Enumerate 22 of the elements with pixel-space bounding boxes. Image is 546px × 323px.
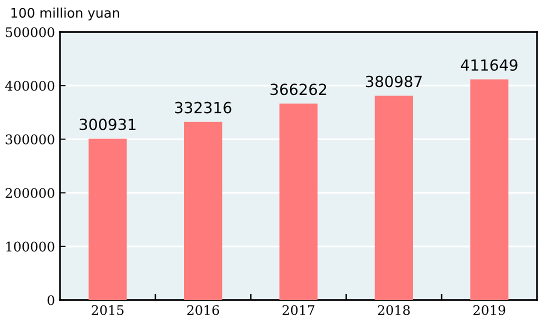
x-tick-label: 2019 (473, 305, 506, 316)
y-tick-label: 0 (48, 295, 54, 306)
bar (184, 122, 222, 300)
y-tick-label: 300000 (6, 134, 54, 144)
data-label: 300931 (80, 118, 136, 130)
bar (88, 138, 127, 300)
data-label: 332316 (175, 102, 232, 114)
y-tick-label: 400000 (5, 80, 54, 91)
data-label: 380987 (366, 76, 422, 88)
y-axis-title: 100 million yuan (11, 8, 120, 20)
data-label: 366262 (270, 84, 326, 96)
y-tick-label: 500000 (6, 27, 54, 38)
data-label: 411649 (460, 59, 518, 71)
x-tick-label: 2015 (92, 305, 124, 316)
bar (279, 104, 318, 300)
x-tick-label: 2017 (282, 305, 314, 316)
bar (470, 79, 508, 300)
y-tick-label: 200000 (6, 188, 54, 198)
x-tick-label: 2018 (378, 305, 410, 316)
bar (374, 96, 413, 300)
y-tick-label: 100000 (6, 242, 54, 252)
x-tick-label: 2016 (187, 305, 220, 316)
